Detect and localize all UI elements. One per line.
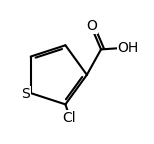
Text: OH: OH [117,41,138,55]
Text: Cl: Cl [62,111,76,125]
Text: S: S [21,87,30,101]
Text: O: O [86,19,97,33]
